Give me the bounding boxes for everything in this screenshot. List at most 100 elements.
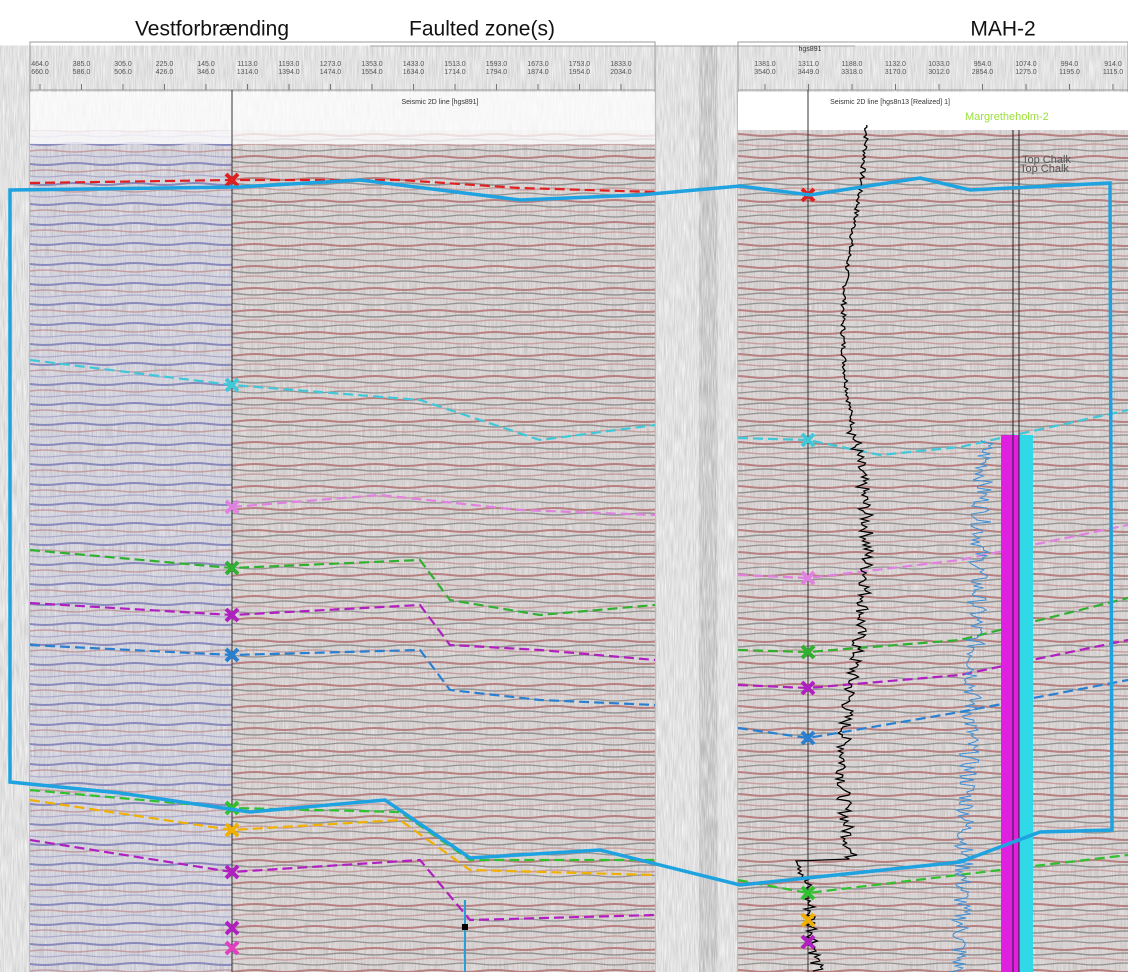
well-name: Margretheholm-2 bbox=[965, 111, 1049, 123]
horizon bbox=[737, 678, 1128, 740]
horizon-pick bbox=[800, 680, 816, 696]
blank bbox=[738, 92, 1128, 130]
well-marker bbox=[462, 924, 468, 930]
horizon bbox=[29, 643, 656, 707]
line-tag: hgs891 bbox=[799, 46, 822, 53]
tick-label: 1634.0 bbox=[403, 69, 425, 76]
horizon-pick bbox=[224, 377, 240, 393]
title: Vestforbrænding bbox=[135, 18, 289, 41]
tick-label: 3012.0 bbox=[928, 69, 950, 76]
tick-label: 385.0 bbox=[73, 61, 91, 68]
tick-label: 1673.0 bbox=[527, 61, 549, 68]
tick-label: 1714.0 bbox=[444, 69, 466, 76]
tick-label: 506.0 bbox=[114, 69, 132, 76]
seismic-noise bbox=[738, 130, 1128, 972]
panel-label: Seismic 2D line [hgs8n13 [Realized] 1] bbox=[830, 99, 950, 106]
horizon-pick bbox=[800, 885, 816, 901]
tick-label: 1195.0 bbox=[1059, 69, 1080, 76]
tick-label: 660.0 bbox=[31, 69, 49, 76]
tick-label: 145.0 bbox=[197, 61, 215, 68]
tick-label: 1314.0 bbox=[237, 69, 259, 76]
well-log bbox=[794, 124, 875, 972]
tick-label: 1794.0 bbox=[486, 69, 508, 76]
tick-label: 3318.0 bbox=[841, 69, 863, 76]
outline bbox=[8, 176, 1114, 887]
tick-label: 1113.0 bbox=[237, 61, 257, 68]
title: MAH-2 bbox=[970, 18, 1035, 41]
seismic-noise bbox=[30, 130, 655, 972]
tick-label: 1074.0 bbox=[1015, 61, 1037, 68]
horizon bbox=[737, 853, 1128, 895]
horizon-pick bbox=[224, 822, 240, 838]
tick-label: 1193.0 bbox=[279, 61, 300, 68]
tick-label: 1513.0 bbox=[444, 61, 466, 68]
horizon bbox=[29, 838, 656, 922]
tick-label: 1593.0 bbox=[486, 61, 508, 68]
tick-label: 1874.0 bbox=[527, 69, 549, 76]
horizon-pick bbox=[224, 940, 240, 956]
horizon-pick bbox=[800, 934, 816, 950]
horizon bbox=[29, 798, 656, 877]
horizon bbox=[737, 408, 1128, 457]
tick-label: 1381.0 bbox=[754, 61, 776, 68]
well-log bbox=[1001, 435, 1019, 972]
panel-label: Seismic 2D line [hgs891] bbox=[401, 99, 478, 106]
horizon-pick bbox=[800, 912, 816, 928]
tick-label: 1132.0 bbox=[885, 61, 906, 68]
well-log bbox=[950, 439, 995, 973]
tick-label: 3449.0 bbox=[798, 69, 820, 76]
horizon bbox=[737, 638, 1128, 690]
blank bbox=[30, 92, 655, 144]
title: Faulted zone(s) bbox=[409, 18, 555, 41]
tick-label: 1275.0 bbox=[1015, 69, 1037, 76]
tick-label: 1033.0 bbox=[928, 61, 950, 68]
tick-label: 426.0 bbox=[156, 69, 174, 76]
tick-label: 305.0 bbox=[114, 61, 132, 68]
horizon bbox=[737, 523, 1128, 580]
tick-label: 2034.0 bbox=[610, 69, 632, 76]
well-marker-label: Top Chalk bbox=[1020, 163, 1069, 175]
horizon-pick bbox=[800, 644, 816, 660]
horizon bbox=[29, 601, 656, 662]
tick-label: 586.0 bbox=[73, 69, 91, 76]
horizon-pick bbox=[224, 647, 240, 663]
tick-label: 464.0 bbox=[31, 61, 49, 68]
tick-label: 954.0 bbox=[974, 61, 992, 68]
tick-label: 1474.0 bbox=[320, 69, 342, 76]
horizon-pick bbox=[800, 570, 816, 586]
tick-label: 1311.0 bbox=[798, 61, 819, 68]
horizon bbox=[737, 596, 1128, 654]
horizon bbox=[231, 493, 656, 517]
horizon-pick bbox=[224, 499, 240, 515]
tick-label: 1273.0 bbox=[320, 61, 342, 68]
tick-label: 1753.0 bbox=[569, 61, 591, 68]
tick-label: 914.0 bbox=[1104, 61, 1122, 68]
tick-label: 1188.0 bbox=[842, 61, 863, 68]
horizon bbox=[29, 358, 656, 442]
horizon-pick bbox=[224, 920, 240, 936]
tick-label: 1833.0 bbox=[610, 61, 632, 68]
tick-label: 1554.0 bbox=[361, 69, 383, 76]
tick-label: 1433.0 bbox=[403, 61, 425, 68]
tick-label: 346.0 bbox=[197, 69, 215, 76]
tick-label: 225.0 bbox=[156, 61, 174, 68]
well-log bbox=[1019, 435, 1033, 972]
tick-label: 1353.0 bbox=[361, 61, 383, 68]
tick-label: 1394.0 bbox=[278, 69, 300, 76]
tick-label: 1115.0 bbox=[1103, 69, 1123, 76]
horizon-pick bbox=[224, 560, 240, 576]
horizon-pick bbox=[224, 864, 240, 880]
tick-label: 3170.0 bbox=[885, 69, 907, 76]
horizon bbox=[29, 788, 655, 862]
tick-label: 994.0 bbox=[1061, 61, 1079, 68]
tick-label: 2854.0 bbox=[972, 69, 994, 76]
horizon-pick bbox=[224, 607, 240, 623]
horizon-pick bbox=[800, 730, 816, 746]
horizon bbox=[29, 548, 656, 617]
tick-label: 3540.0 bbox=[754, 69, 776, 76]
horizon-pick bbox=[800, 432, 816, 448]
horizon-pick bbox=[224, 172, 240, 188]
tick-label: 1954.0 bbox=[569, 69, 591, 76]
